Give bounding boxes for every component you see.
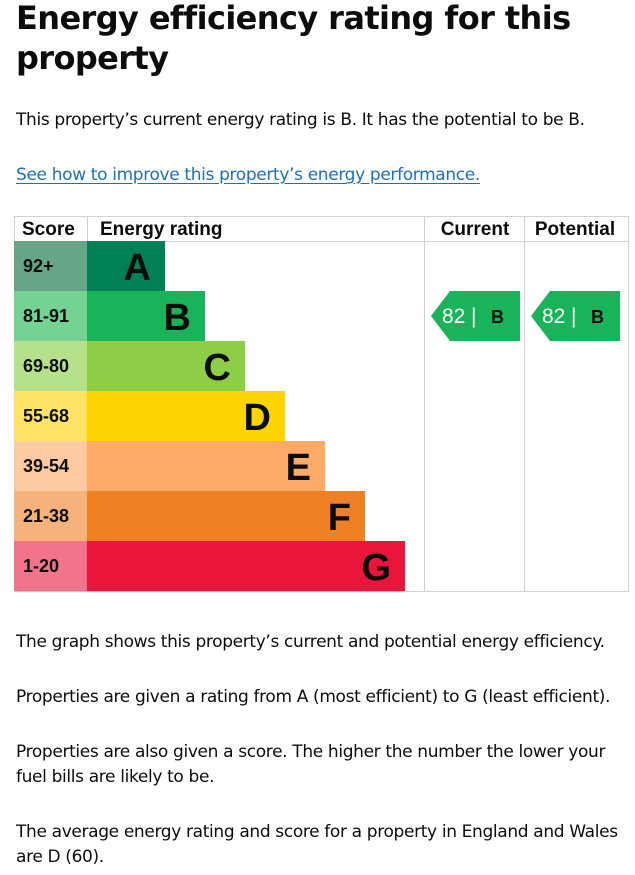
score-cell-e — [14, 441, 87, 491]
potential-separator: | — [571, 305, 576, 328]
rating-letter-d: D — [244, 397, 271, 439]
score-range-g: 1-20 — [23, 556, 59, 576]
energy-rating-header: Energy rating — [100, 219, 222, 240]
rating-letter-a: A — [124, 247, 151, 289]
rating-bar-g — [87, 541, 405, 591]
current-rating: B — [491, 307, 504, 327]
rating-letter-e: E — [286, 447, 311, 489]
score-cell-d — [14, 391, 87, 441]
current-separator: | — [471, 305, 476, 328]
average-rating-description: The average energy rating and score for … — [16, 822, 618, 867]
rating-bar-e — [87, 441, 325, 491]
score-range-e: 39-54 — [23, 456, 69, 476]
score-header: Score — [22, 219, 75, 240]
improve-performance-link[interactable]: See how to improve this property’s energ… — [16, 165, 480, 185]
score-description: Properties are also given a score. The h… — [16, 742, 606, 787]
rating-scale-description: Properties are given a rating from A (mo… — [16, 687, 611, 707]
score-cell-a — [14, 241, 87, 291]
current-rating-summary: This property’s current energy rating is… — [16, 110, 585, 130]
current-header: Current — [441, 219, 510, 240]
graph-description: The graph shows this property’s current … — [16, 632, 605, 652]
rating-bar-a — [87, 241, 165, 291]
score-range-c: 69-80 — [23, 356, 69, 376]
rating-letter-f: F — [328, 497, 351, 539]
potential-arrow — [531, 291, 620, 341]
score-range-d: 55-68 — [23, 406, 69, 426]
potential-score: 82 — [542, 305, 565, 328]
score-cell-f — [14, 491, 87, 541]
rating-bar-b — [87, 291, 205, 341]
page-title: Energy efficiency rating for this proper… — [16, 0, 571, 77]
rating-letter-b: B — [164, 297, 191, 339]
score-range-f: 21-38 — [23, 506, 69, 526]
potential-header: Potential — [535, 219, 615, 240]
rating-letter-c: C — [204, 347, 231, 389]
rating-bar-f — [87, 491, 365, 541]
current-arrow — [431, 291, 520, 341]
potential-rating: B — [591, 307, 604, 327]
score-range-b: 81-91 — [23, 306, 69, 326]
score-cell-c — [14, 341, 87, 391]
epc-chart: Score Energy rating Current Potential 92+ A 81… — [14, 216, 629, 592]
rating-letter-g: G — [361, 547, 391, 589]
score-cell-b — [14, 291, 87, 341]
score-cell-g — [14, 541, 87, 591]
current-score: 82 — [442, 305, 465, 328]
rating-bar-d — [87, 391, 285, 441]
rating-bar-c — [87, 341, 245, 391]
score-range-a: 92+ — [23, 256, 54, 276]
